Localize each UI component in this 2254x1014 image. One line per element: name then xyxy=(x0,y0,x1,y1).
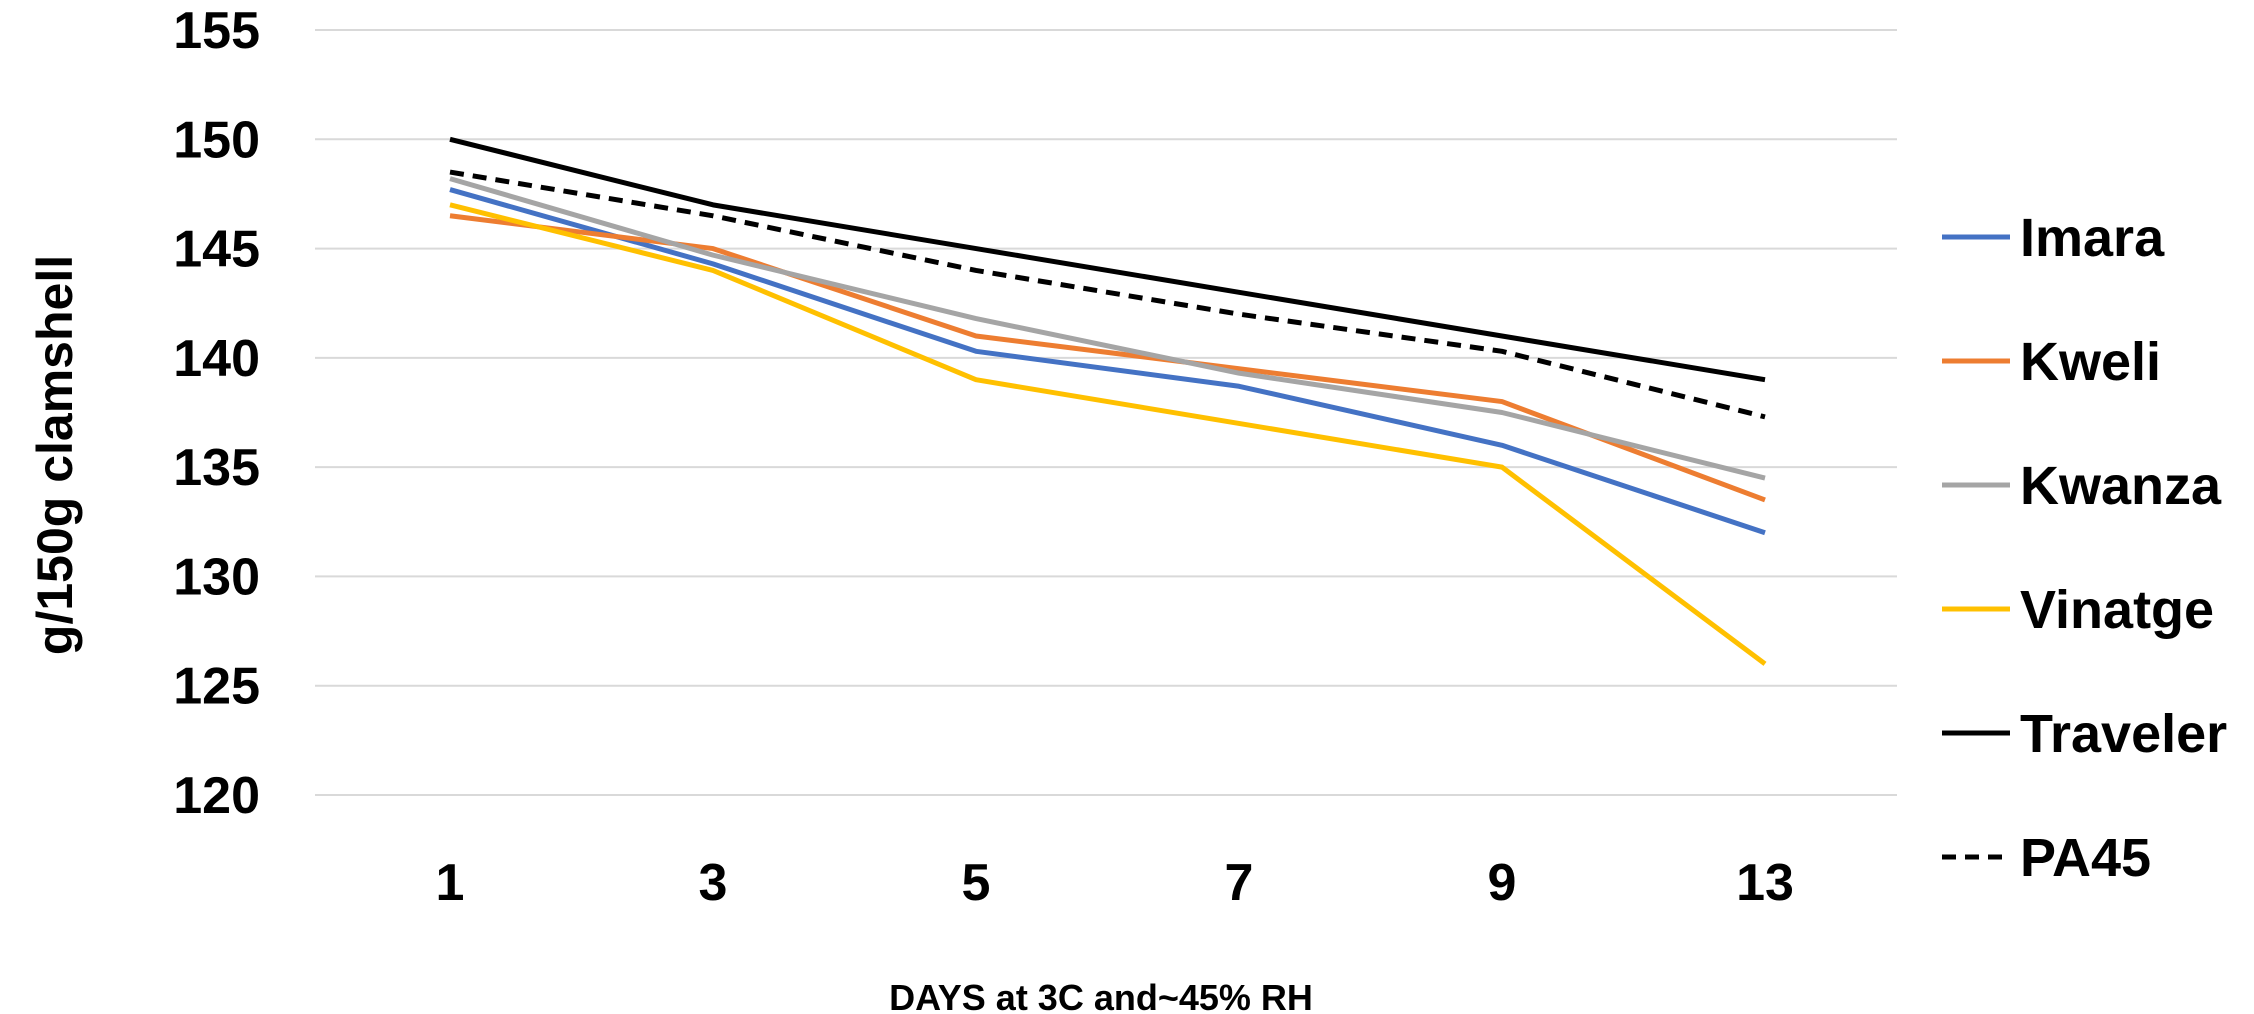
legend-item-vinatge: Vinatge xyxy=(1942,580,2214,640)
series-imara xyxy=(449,187,1766,536)
series-line-traveler xyxy=(449,136,1766,383)
legend-item-pa45: PA45 xyxy=(1942,828,2151,888)
legend-item-kwanza: Kwanza xyxy=(1942,456,2222,516)
series-traveler xyxy=(449,136,1766,383)
grid-lines xyxy=(315,29,1897,796)
legend-label: Vinatge xyxy=(2020,580,2214,640)
y-axis-ticks: 120 125 130 135 140 145 150 155 xyxy=(173,2,260,825)
legend-label: Imara xyxy=(2020,208,2165,268)
series-pa45 xyxy=(449,169,1766,420)
x-tick-label: 5 xyxy=(962,854,991,912)
y-tick-label: 150 xyxy=(173,111,260,169)
y-tick-label: 130 xyxy=(173,548,260,606)
y-tick-label: 140 xyxy=(173,330,260,388)
x-tick-label: 7 xyxy=(1225,854,1254,912)
y-tick-label: 125 xyxy=(173,658,260,716)
x-axis-ticks: 1 3 5 7 9 13 xyxy=(436,854,1794,912)
y-tick-label: 135 xyxy=(173,439,260,497)
legend-item-kweli: Kweli xyxy=(1942,332,2161,392)
legend-item-traveler: Traveler xyxy=(1942,704,2227,764)
y-tick-label: 155 xyxy=(173,2,260,60)
series-vinatge xyxy=(449,202,1767,666)
x-tick-label: 13 xyxy=(1736,854,1794,912)
series-line-imara xyxy=(449,187,1766,536)
x-tick-label: 3 xyxy=(699,854,728,912)
x-axis-title: DAYS at 3C and~45% RH xyxy=(889,977,1313,1014)
legend-label: Kweli xyxy=(2020,332,2161,392)
legend: Imara Kweli Kwanza Vinatge Traveler PA45 xyxy=(1942,208,2227,888)
series-line-vinatge xyxy=(449,202,1767,666)
x-tick-label: 9 xyxy=(1488,854,1517,912)
legend-item-imara: Imara xyxy=(1942,208,2165,268)
y-tick-label: 120 xyxy=(173,767,260,825)
y-tick-label: 145 xyxy=(173,221,260,279)
series-lines xyxy=(449,136,1767,666)
y-axis-title: g/150g clamshell xyxy=(27,255,83,655)
legend-label: Kwanza xyxy=(2020,456,2222,516)
series-line-pa45 xyxy=(449,169,1766,420)
legend-label: Traveler xyxy=(2020,704,2227,764)
series-kwanza xyxy=(449,176,1766,481)
series-line-kwanza xyxy=(449,176,1766,481)
x-tick-label: 1 xyxy=(436,854,465,912)
legend-label: PA45 xyxy=(2020,828,2151,888)
